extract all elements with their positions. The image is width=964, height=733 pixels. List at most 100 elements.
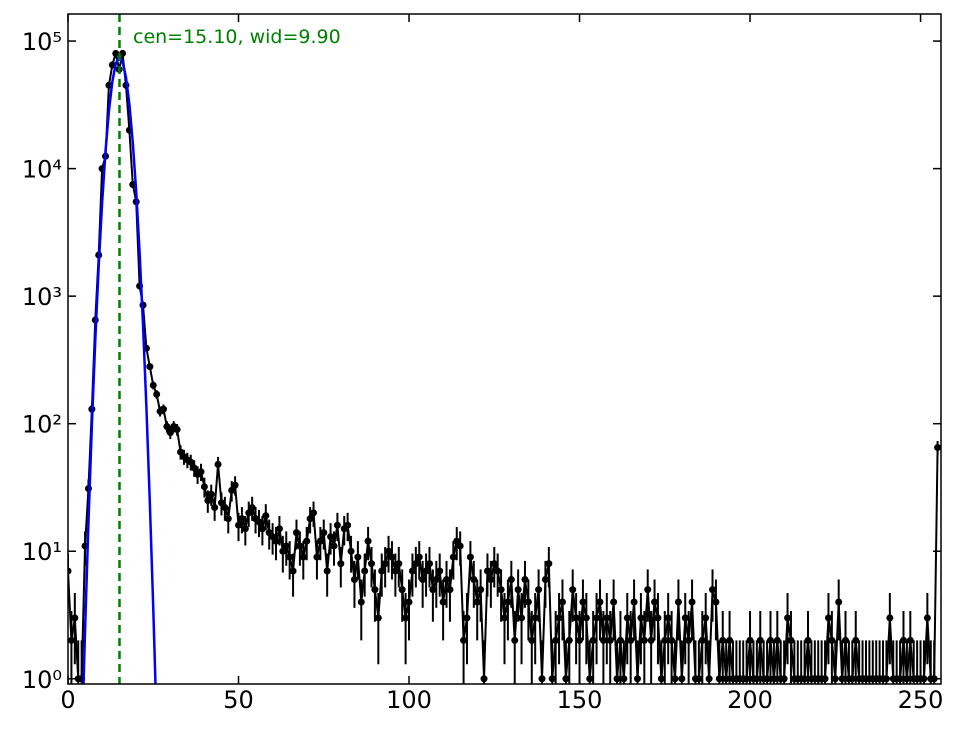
data-point <box>657 675 665 683</box>
data-point <box>521 576 529 584</box>
data-point <box>306 515 314 523</box>
data-point <box>835 598 843 606</box>
data-point <box>296 542 304 550</box>
data-point <box>245 509 253 517</box>
data-point <box>255 518 263 526</box>
data-point <box>439 598 447 606</box>
data-point <box>337 560 345 568</box>
data-point <box>221 504 229 512</box>
data-point <box>477 586 485 594</box>
data-point <box>327 533 335 541</box>
data-point <box>620 675 628 683</box>
data-point <box>923 614 931 622</box>
plot-area <box>68 14 941 684</box>
data-point <box>490 560 498 568</box>
axes: 0 50 100 150 200 250 10⁰ 10¹ 10² 10³ 10⁴ 10⁵ cen=15.… <box>22 14 943 714</box>
data-point <box>569 586 577 594</box>
data-point <box>586 675 594 683</box>
data-point <box>289 567 297 575</box>
data-point <box>899 636 907 644</box>
data-point <box>610 598 618 606</box>
data-point <box>159 405 167 413</box>
data-point <box>743 675 751 683</box>
data-point <box>436 567 444 575</box>
data-point <box>364 537 372 545</box>
data-point <box>535 586 543 594</box>
data-point <box>766 636 774 644</box>
data-point <box>357 598 365 606</box>
data-point <box>443 576 451 584</box>
data-point <box>207 490 215 498</box>
data-point <box>398 586 406 594</box>
data-point <box>640 636 648 644</box>
annotation: cen=15.10, wid=9.90 <box>133 26 341 48</box>
data-point <box>371 586 379 594</box>
data-point <box>852 636 860 644</box>
data-point <box>685 636 693 644</box>
data-point <box>784 614 792 622</box>
data-point <box>753 675 761 683</box>
data-point <box>582 614 590 622</box>
data-point <box>231 481 239 489</box>
data-point <box>388 553 396 561</box>
data-point <box>630 598 638 606</box>
data-point <box>838 675 846 683</box>
data-point <box>787 636 795 644</box>
data-point <box>831 675 839 683</box>
data-point <box>470 576 478 584</box>
data-point <box>146 363 154 371</box>
data-point <box>487 576 495 584</box>
data-point <box>190 464 198 472</box>
data-point <box>756 636 764 644</box>
data-point <box>501 614 508 622</box>
data-point <box>483 567 491 575</box>
data-point <box>200 483 208 491</box>
data-point <box>661 636 669 644</box>
data-point <box>187 458 195 466</box>
y-tick-label: 10² <box>22 411 62 439</box>
data-point <box>746 636 754 644</box>
data-point <box>712 598 720 606</box>
plot-frame <box>67 13 942 685</box>
data-point <box>361 567 369 575</box>
data-point <box>623 614 631 622</box>
data-point <box>224 515 232 523</box>
data-point <box>68 636 75 644</box>
data-point <box>541 576 549 584</box>
data-point <box>603 614 611 622</box>
data-point <box>671 675 679 683</box>
data-point <box>374 614 382 622</box>
data-point <box>572 614 580 622</box>
data-point <box>668 636 676 644</box>
data-point <box>651 598 659 606</box>
data-point <box>524 598 532 606</box>
data-point <box>596 598 604 606</box>
data-point <box>395 560 403 568</box>
y-tick-label: 10⁵ <box>22 28 62 56</box>
data-point <box>719 636 727 644</box>
data-point <box>705 675 713 683</box>
data-point <box>593 614 601 622</box>
data-point <box>681 614 689 622</box>
data-point <box>780 675 788 683</box>
data-point <box>538 675 546 683</box>
data-point <box>804 636 812 644</box>
data-point <box>419 576 427 584</box>
data-point <box>310 509 318 517</box>
data-point <box>698 636 706 644</box>
data-point <box>896 675 904 683</box>
data-point <box>466 553 474 561</box>
data-point <box>279 547 287 555</box>
data-point <box>408 567 416 575</box>
data-point <box>460 636 468 644</box>
data-point <box>886 614 894 622</box>
data-point <box>204 496 212 504</box>
data-point <box>480 675 488 683</box>
data-point <box>709 586 717 594</box>
data-point <box>494 567 502 575</box>
data-point <box>316 537 324 545</box>
data-line <box>68 53 939 680</box>
data-point <box>531 614 539 622</box>
data-point <box>286 553 294 561</box>
